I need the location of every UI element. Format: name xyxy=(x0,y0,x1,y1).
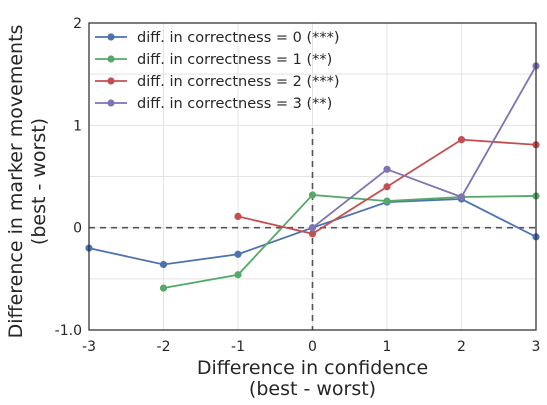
data-point xyxy=(383,197,391,205)
y-tick-label: 1 xyxy=(73,118,82,134)
data-point xyxy=(308,191,317,199)
y-tick-label: 0 xyxy=(73,221,82,237)
y-axis-title-line: Difference in marker movements xyxy=(5,25,27,339)
y-tick-label: 2 xyxy=(73,16,82,32)
legend-item: diff. in correctness = 3 (**) xyxy=(95,96,332,112)
legend-marker xyxy=(107,33,115,41)
data-point xyxy=(234,271,242,279)
series-group xyxy=(85,62,540,292)
x-tick-label: -2 xyxy=(157,339,171,355)
legend-marker xyxy=(107,99,115,107)
legend-item: diff. in correctness = 0 (***) xyxy=(95,30,340,46)
data-point xyxy=(234,212,242,221)
data-point xyxy=(308,230,317,238)
x-tick-label: 3 xyxy=(532,339,541,355)
data-point xyxy=(383,183,391,191)
x-tick-label: -3 xyxy=(82,339,96,355)
data-point xyxy=(159,284,168,292)
data-point xyxy=(457,136,466,144)
x-tick-labels: -3 -2 -1 0 1 2 3 xyxy=(82,339,540,355)
legend: diff. in correctness = 0 (***) diff. in c… xyxy=(95,30,340,112)
y-tick-labels: -1.0 0 1 2 xyxy=(55,16,82,339)
data-point xyxy=(457,193,466,201)
legend-label: diff. in correctness = 3 (**) xyxy=(137,96,332,112)
x-axis-title-line: Difference in confidence xyxy=(197,357,428,379)
legend-marker xyxy=(107,77,115,85)
legend-item: diff. in correctness = 2 (***) xyxy=(95,74,340,90)
series-line xyxy=(311,65,537,229)
legend-label: diff. in correctness = 2 (***) xyxy=(137,74,340,90)
x-tick-label: 2 xyxy=(457,339,466,355)
y-axis-title-line: (best - worst) xyxy=(28,118,50,245)
x-axis-title-line: (best - worst) xyxy=(249,378,376,400)
data-point xyxy=(159,260,168,269)
y-tick-label: -1.0 xyxy=(55,323,82,339)
legend-label: diff. in correctness = 0 (***) xyxy=(137,30,340,46)
y-axis-title: Difference in marker movements (best - wo… xyxy=(5,25,50,339)
data-point xyxy=(308,224,317,232)
legend-marker xyxy=(107,55,115,63)
x-tick-label: -1 xyxy=(231,339,245,355)
x-tick-label: 1 xyxy=(383,339,392,355)
series-2 xyxy=(234,136,540,238)
legend-label: diff. in correctness = 1 (**) xyxy=(137,52,332,68)
data-point xyxy=(383,165,391,173)
x-axis-title: Difference in confidence(best - worst) xyxy=(197,357,428,400)
x-tick-label: 0 xyxy=(308,339,317,355)
plot-frame xyxy=(88,22,537,331)
data-point xyxy=(234,250,242,258)
legend-item: diff. in correctness = 1 (**) xyxy=(95,52,332,68)
